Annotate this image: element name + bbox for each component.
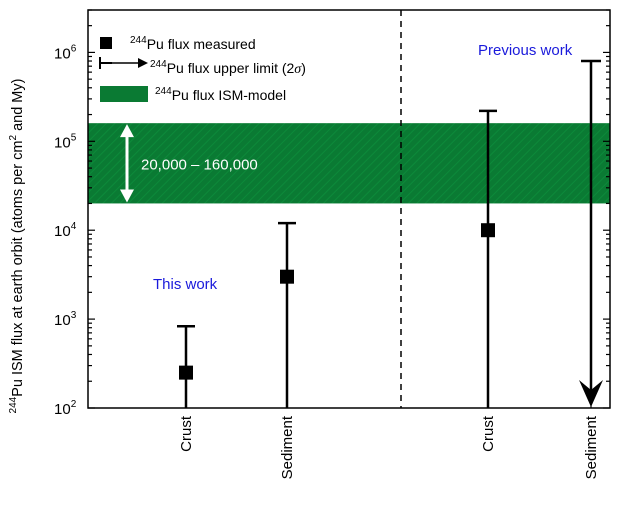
- right-axis: [603, 9, 610, 409]
- data-point: [177, 325, 195, 408]
- y-axis: 102 103 104 105 106: [54, 9, 95, 418]
- legend-marker-upper-limit: [99, 57, 148, 69]
- group-label-this-work: This work: [153, 276, 218, 293]
- upper-limit-arrow: [579, 59, 603, 407]
- data-point: [479, 109, 497, 408]
- legend-label-upper-limit: 244Pu flux upper limit (2σ): [150, 59, 306, 77]
- legend-marker-ism-model: [100, 86, 148, 102]
- legend-label-measured: 244Pu flux measured: [130, 35, 256, 52]
- point-marker: [280, 269, 294, 284]
- y-tick-label: 104: [54, 221, 77, 240]
- band-range-label: 20,000 – 160,000: [141, 156, 258, 173]
- y-tick-label: 105: [54, 132, 77, 151]
- y-tick-label: 102: [54, 399, 77, 418]
- x-tick-label: Crust: [480, 415, 497, 452]
- legend: 244Pu flux measured 244Pu flux upper lim…: [99, 35, 306, 103]
- data-points: [177, 59, 603, 408]
- data-point: [278, 221, 296, 408]
- legend-label-ism-model: 244Pu flux ISM-model: [155, 86, 286, 103]
- x-tick-label: Crust: [178, 415, 195, 452]
- legend-marker-measured: [100, 37, 112, 49]
- y-tick-label: 103: [54, 310, 77, 329]
- group-label-previous-work: Previous work: [478, 42, 573, 59]
- y-axis-label: 244Pu ISM flux at earth orbit (atoms per…: [8, 79, 26, 414]
- x-axis: Crust Sediment Crust Sediment: [178, 402, 600, 479]
- point-marker: [481, 223, 495, 238]
- x-tick-label: Sediment: [279, 415, 296, 479]
- plot-frame: [87, 9, 611, 409]
- y-tick-label: 106: [54, 43, 77, 62]
- x-tick-label: Sediment: [583, 415, 600, 479]
- band-range-arrow: [120, 124, 134, 203]
- point-marker: [179, 365, 193, 380]
- ism-model-band: [88, 123, 610, 204]
